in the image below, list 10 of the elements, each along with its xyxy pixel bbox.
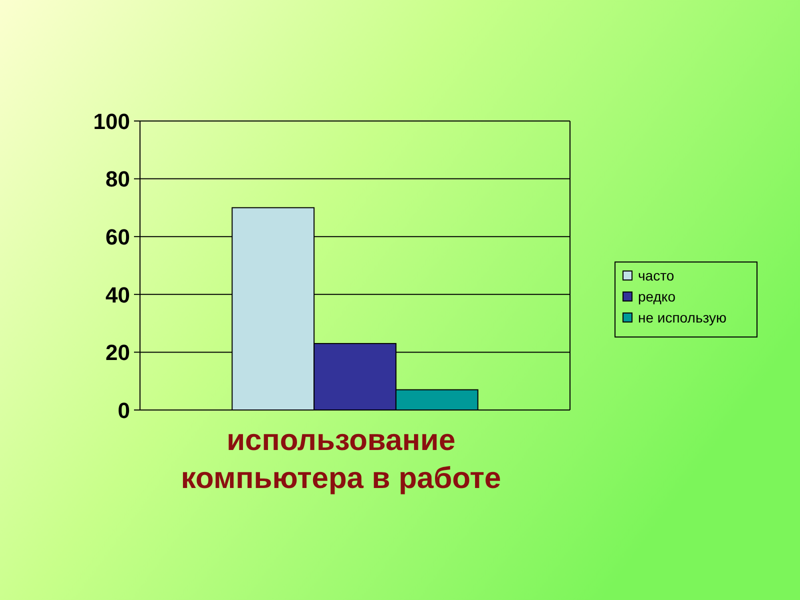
y-tick-label: 60 (106, 224, 130, 250)
legend-label: часто (638, 268, 674, 284)
legend-label: не использую (638, 310, 727, 326)
y-tick-label: 0 (118, 398, 130, 423)
y-tick-label: 20 (106, 340, 130, 366)
legend-label: редко (638, 288, 676, 305)
y-tick-label: 100 (93, 108, 130, 134)
y-tick-label: 80 (106, 166, 130, 192)
y-tick-label: 40 (106, 282, 130, 308)
x-axis-title: использование компьютера в работе (180, 424, 502, 495)
